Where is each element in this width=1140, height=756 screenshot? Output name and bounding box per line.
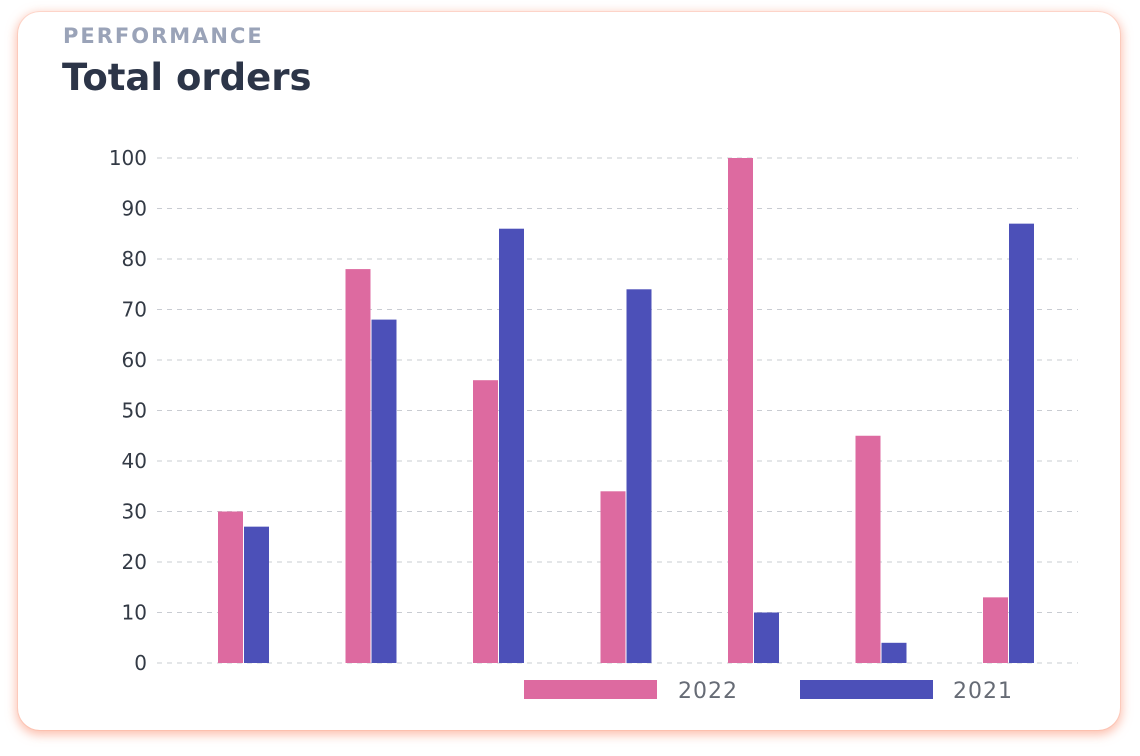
chart-card: PERFORMANCE Total orders [18, 12, 1120, 730]
bar-2021-4 [626, 289, 652, 663]
y-tick-label: 0 [134, 651, 147, 675]
y-tick-label: 50 [122, 399, 147, 423]
bar-2022-7 [983, 597, 1008, 663]
bar-2021-1 [244, 526, 269, 663]
section-eyebrow: PERFORMANCE [63, 24, 264, 48]
bar-2021-7 [1009, 223, 1034, 663]
y-tick-label: 10 [122, 601, 147, 625]
y-tick-label: 70 [122, 298, 147, 322]
y-tick-label: 90 [122, 197, 147, 221]
bar-2022-1 [218, 511, 243, 663]
bar-2022-6 [855, 435, 881, 663]
bars [218, 158, 1034, 663]
bar-2022-5 [728, 158, 753, 663]
legend-swatch-2022 [524, 680, 657, 699]
bar-2021-5 [754, 612, 779, 663]
bar-2021-6 [881, 642, 907, 663]
y-tick-label: 80 [122, 247, 147, 271]
bar-2022-2 [345, 269, 371, 663]
bar-2022-3 [473, 380, 498, 663]
bar-2021-3 [499, 228, 524, 663]
y-tick-label: 40 [122, 449, 147, 473]
bar-2021-2 [371, 319, 397, 663]
y-tick-label: 60 [122, 348, 147, 372]
chart-title: Total orders [62, 56, 312, 99]
legend: 2022 2021 [524, 679, 1013, 704]
legend-label-2021: 2021 [953, 679, 1013, 704]
y-tick-label: 100 [109, 146, 147, 170]
y-tick-label: 20 [122, 550, 147, 574]
bar-2022-4 [600, 491, 626, 663]
legend-swatch-2021 [800, 680, 933, 699]
legend-label-2022: 2022 [678, 679, 738, 704]
y-axis-ticks: 0 10 20 30 40 50 60 70 80 90 100 [109, 146, 147, 675]
y-tick-label: 30 [122, 500, 147, 524]
